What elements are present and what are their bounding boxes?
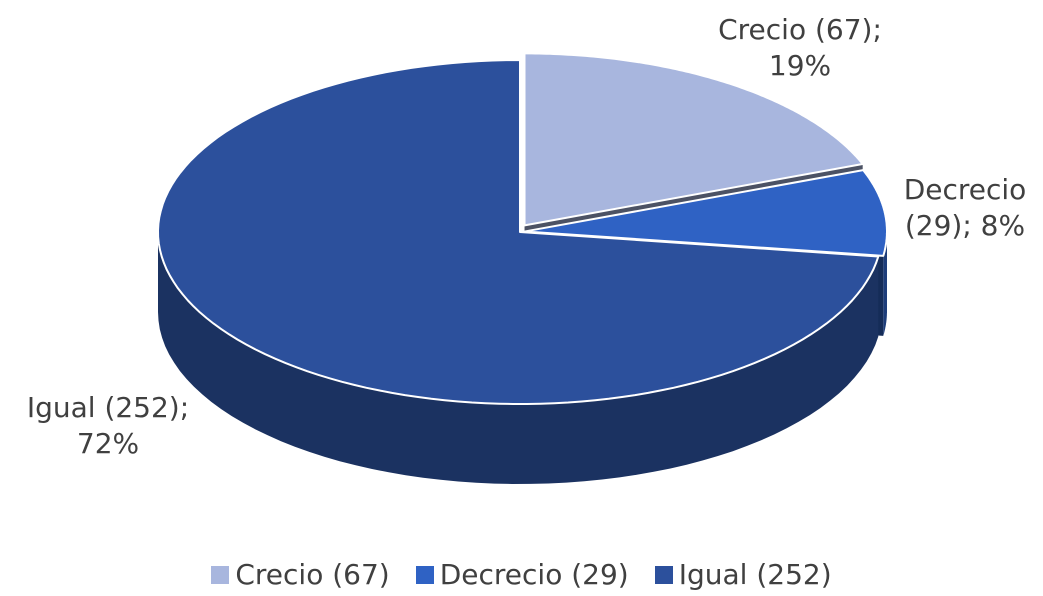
legend-item: Igual (252) — [654, 558, 832, 591]
pie-slice-side — [158, 232, 879, 484]
legend-label: Decrecio (29) — [439, 558, 629, 591]
legend-item: Decrecio (29) — [415, 558, 629, 591]
data-label: Igual (252); 72% — [26, 391, 190, 460]
legend: Crecio (67) Decrecio (29) Igual (252) — [0, 558, 1043, 591]
legend-item: Crecio (67) — [211, 558, 390, 591]
pie-slice — [157, 59, 880, 405]
data-label: Crecio (67); 19% — [718, 13, 882, 82]
pie-slice — [523, 52, 864, 227]
legend-swatch — [415, 565, 434, 584]
pie-tops — [157, 52, 888, 405]
legend-label: Crecio (67) — [235, 558, 390, 591]
pie-slice — [523, 169, 888, 257]
data-label: Decrecio (29); 8% — [903, 173, 1027, 242]
pie-slice-side — [883, 231, 887, 336]
legend-label: Igual (252) — [678, 558, 832, 591]
legend-swatch — [211, 565, 230, 584]
legend-swatch — [654, 565, 673, 584]
